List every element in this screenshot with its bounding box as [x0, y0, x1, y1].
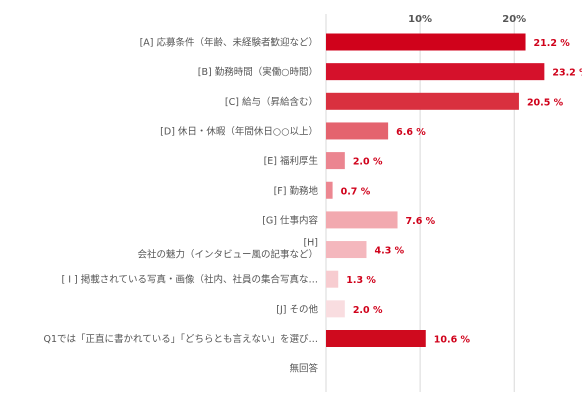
- value-label: 1.3 %: [346, 275, 376, 286]
- bar: [326, 330, 426, 347]
- value-label: 23.2 %: [552, 68, 582, 79]
- x-tick-label: 20%: [502, 14, 526, 25]
- category-label: [D] 休日・休暇（年間休日○○以上）: [160, 125, 318, 137]
- category-label: 無回答: [289, 363, 318, 375]
- bar: [326, 33, 526, 51]
- value-label: 21.2 %: [534, 38, 571, 49]
- value-label: 7.6 %: [406, 216, 436, 227]
- value-label: 2.0 %: [353, 305, 383, 316]
- bar: [326, 92, 519, 110]
- category-labels: [A] 応募条件（年齢、未経験者歓迎など） [B] 勤務時間（実働○時間） [C] …: [44, 37, 319, 375]
- value-label: 6.6 %: [396, 127, 426, 138]
- category-label: [A] 応募条件（年齢、未経験者歓迎など）: [140, 37, 318, 49]
- category-label: [B] 勤務時間（実働○時間）: [198, 66, 318, 78]
- category-label: [H]会社の魅力（インタビュー風の記事など）: [137, 238, 318, 261]
- x-axis-ticks: 10% 20%: [408, 14, 526, 25]
- bar: [326, 241, 367, 259]
- value-label: 2.0 %: [353, 157, 383, 168]
- value-label: 10.6 %: [434, 335, 471, 346]
- category-label: [F] 勤務地: [274, 185, 319, 197]
- category-label: [E] 福利厚生: [264, 155, 319, 167]
- value-label: 0.7 %: [341, 186, 371, 197]
- bars: [326, 33, 545, 347]
- category-label: [C] 給与（昇給含む）: [225, 96, 318, 108]
- category-label: Q1では「正直に書かれている」「どちらとも言えない」を選び…: [44, 333, 319, 345]
- value-labels: 21.2 % 23.2 % 20.5 % 6.6 % 2.0 % 0.7 % 7.6 % 4.…: [341, 38, 582, 346]
- x-tick-label: 10%: [408, 14, 432, 25]
- value-label: 4.3 %: [374, 246, 404, 257]
- category-label: [J] その他: [276, 303, 318, 315]
- value-label: 20.5 %: [527, 97, 564, 108]
- bar: [326, 63, 545, 81]
- category-label: [ I ] 掲載されている写真・画像（社内、社員の集合写真な…: [62, 274, 319, 286]
- bar: [326, 270, 339, 288]
- bar: [326, 181, 333, 199]
- bar: [326, 152, 345, 170]
- bar: [326, 300, 345, 318]
- category-label: [G] 仕事内容: [262, 214, 318, 226]
- bar: [326, 211, 398, 229]
- bar: [326, 122, 389, 140]
